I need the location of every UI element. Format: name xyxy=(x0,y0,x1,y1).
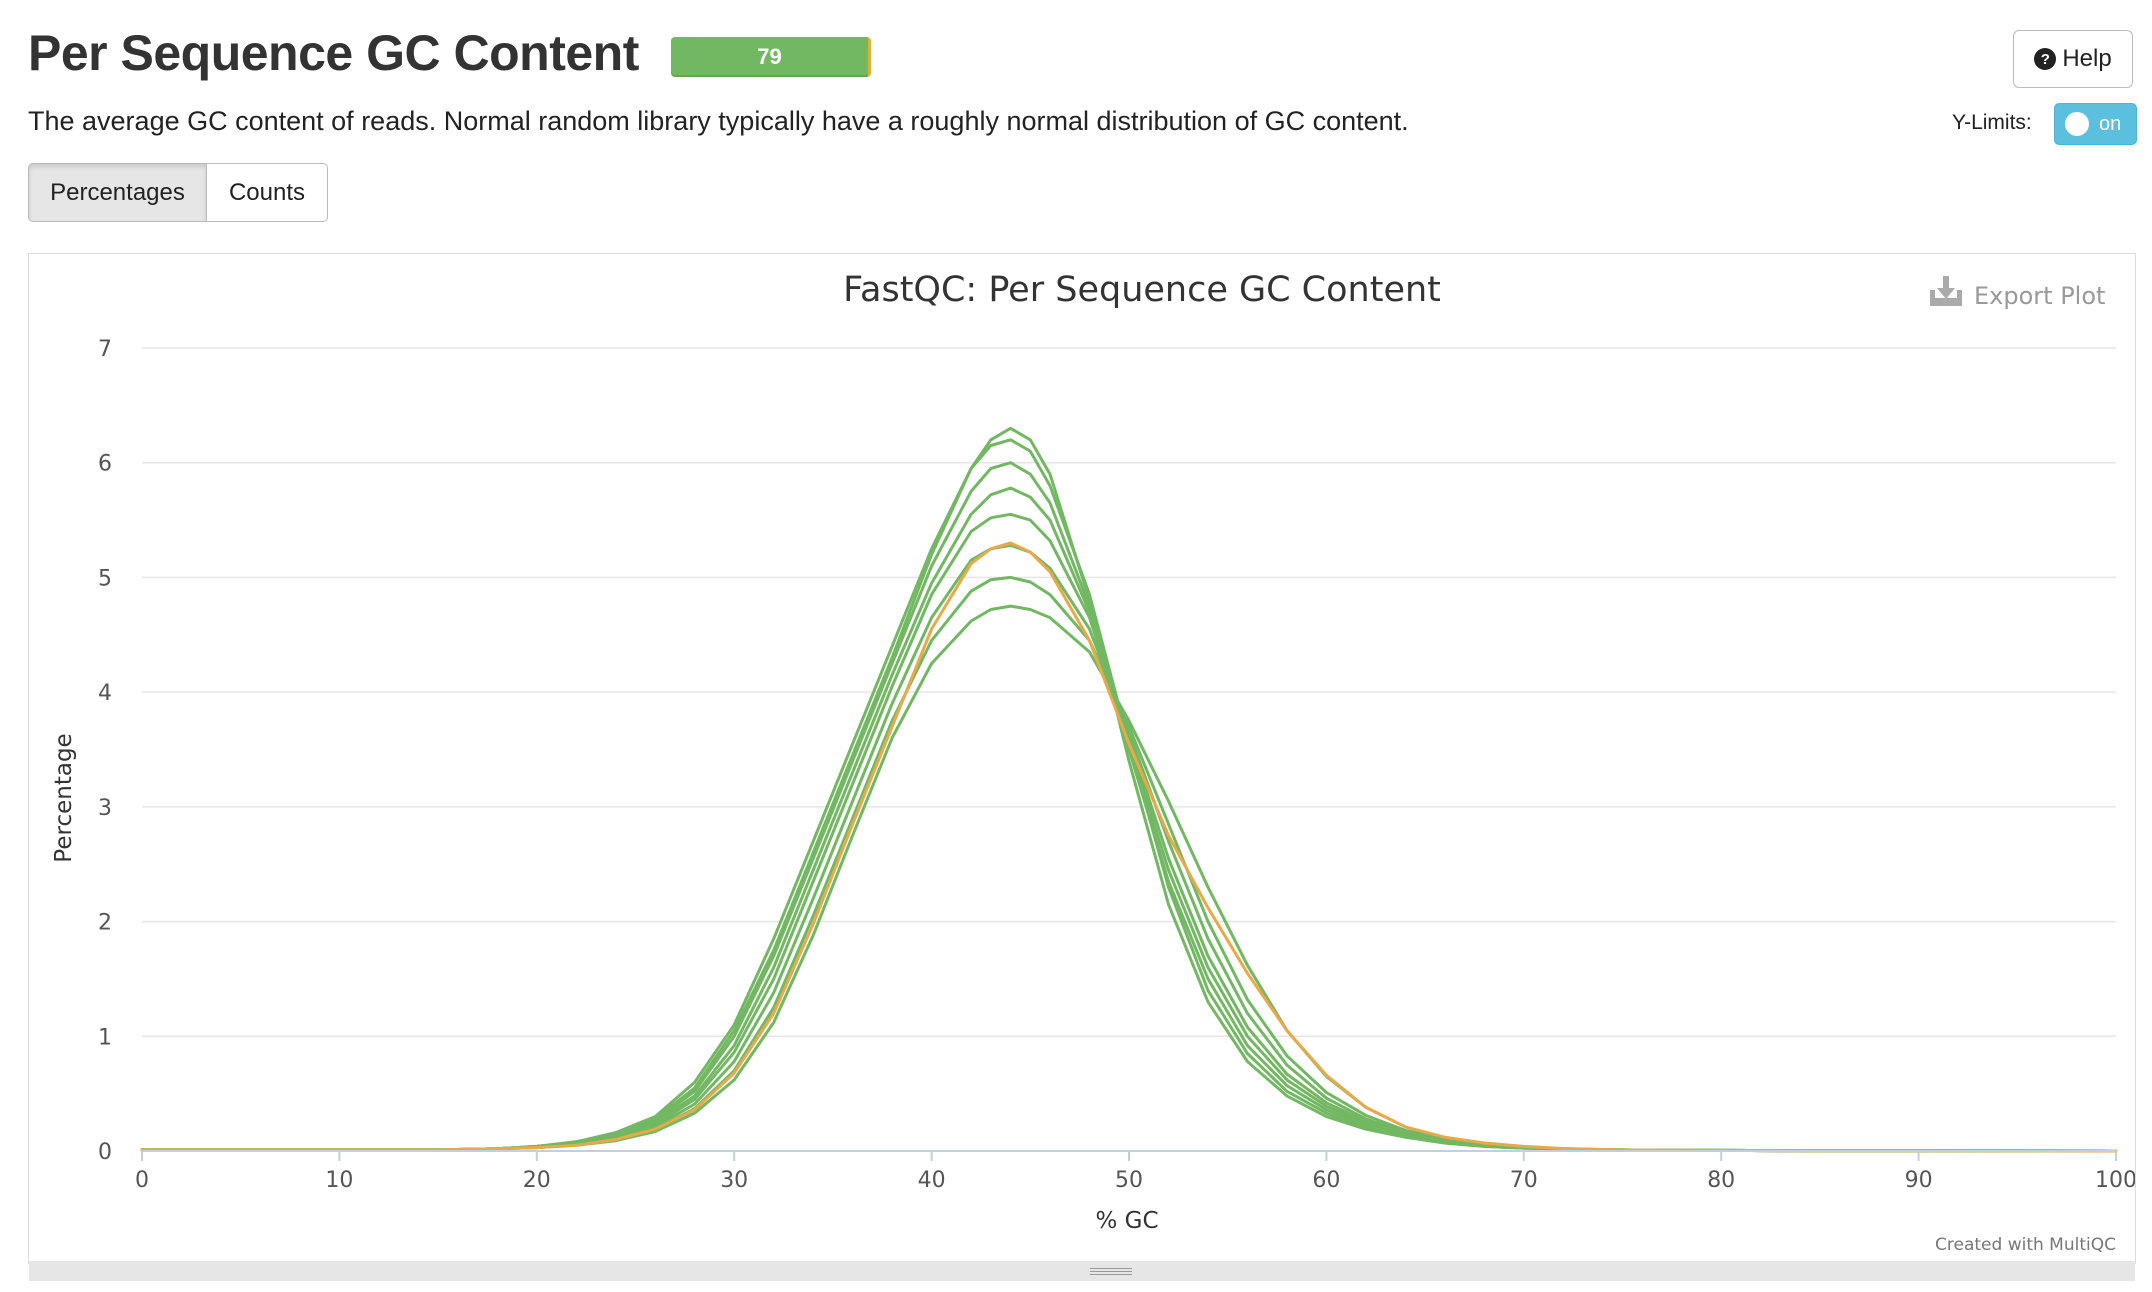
data-type-button-group: Percentages Counts xyxy=(28,163,328,222)
ylabel: Percentage xyxy=(51,733,77,862)
y-tick-label: 5 xyxy=(98,566,112,591)
series-line-4[interactable] xyxy=(140,486,2118,1153)
y-tick-label: 0 xyxy=(98,1140,112,1165)
series-lines xyxy=(140,426,2118,1153)
export-plot-label: Export Plot xyxy=(1974,282,2105,310)
x-tick-label: 40 xyxy=(918,1168,946,1193)
grip-icon xyxy=(1090,1268,1132,1275)
grid-lines xyxy=(142,347,2116,1038)
x-tick-label: 90 xyxy=(1905,1168,1933,1193)
x-tick-label: 10 xyxy=(325,1168,353,1193)
y-tick-label: 7 xyxy=(98,337,112,362)
y-tick-label: 2 xyxy=(98,911,112,936)
x-tick-label: 60 xyxy=(1312,1168,1340,1193)
question-circle-icon: ? xyxy=(2034,48,2057,70)
status-progress-bar[interactable]: 79 xyxy=(671,37,871,77)
x-tick-label: 30 xyxy=(720,1168,748,1193)
series-line-8[interactable] xyxy=(140,604,2118,1153)
xlabel: % GC xyxy=(1095,1208,1158,1234)
percentages-button[interactable]: Percentages xyxy=(28,163,207,222)
y-tick-label: 1 xyxy=(98,1025,112,1050)
toggle-knob-icon xyxy=(2065,112,2089,136)
x-tick-label: 20 xyxy=(523,1168,551,1193)
y-tick-label: 3 xyxy=(98,796,112,821)
export-plot-button[interactable]: Export Plot xyxy=(1930,276,2105,310)
x-tick-label: 80 xyxy=(1707,1168,1735,1193)
x-tick-label: 0 xyxy=(135,1168,149,1193)
series-line-5[interactable] xyxy=(140,512,2118,1153)
help-button[interactable]: ? Help xyxy=(2013,30,2133,88)
x-tick-label: 100 xyxy=(2095,1168,2135,1193)
series-line-7[interactable] xyxy=(140,575,2118,1153)
y-tick-label: 6 xyxy=(98,452,112,477)
series-line-1[interactable] xyxy=(140,426,2118,1153)
series-line-6[interactable] xyxy=(140,543,2118,1153)
help-button-label: Help xyxy=(2062,45,2112,72)
plot-panel: 0 1 2 3 4 5 6 7 0 10 20 30 40 50 60 70 80 90 100 FastQC: P… xyxy=(28,253,2137,1264)
counts-button[interactable]: Counts xyxy=(207,163,328,222)
ylimits-label: Y-Limits: xyxy=(1952,111,2032,134)
section-description: The average GC content of reads. Normal … xyxy=(28,106,1409,136)
ylimits-toggle[interactable]: on xyxy=(2054,103,2137,145)
plot-resize-handle[interactable] xyxy=(29,1261,2135,1281)
ylimits-toggle-label: on xyxy=(2099,112,2122,135)
chart-title: FastQC: Per Sequence GC Content xyxy=(843,270,1441,310)
x-tick-label: 50 xyxy=(1115,1168,1143,1193)
series-line-9[interactable] xyxy=(140,541,2118,1153)
download-icon xyxy=(1930,276,1962,306)
page-title: Per Sequence GC Content xyxy=(28,25,639,81)
series-line-2[interactable] xyxy=(140,438,2118,1153)
x-tick-label: 70 xyxy=(1510,1168,1538,1193)
multiqc-credit: Created with MultiQC xyxy=(1935,1235,2116,1255)
y-tick-label: 4 xyxy=(98,681,112,706)
